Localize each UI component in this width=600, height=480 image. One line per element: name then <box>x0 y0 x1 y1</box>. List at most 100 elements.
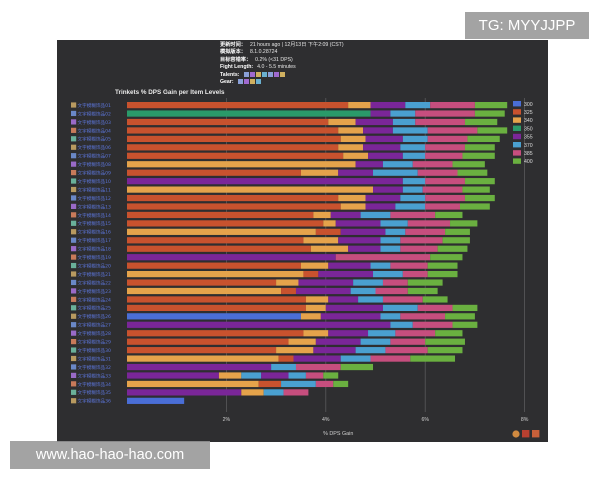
trinket-icon <box>71 305 77 311</box>
talent-icon <box>243 71 249 77</box>
sim-info-key: 更新时间： <box>220 42 246 48</box>
bar-segment <box>422 186 463 193</box>
trinket-label: 文字模糊饰品23 <box>78 288 111 295</box>
bar-segment <box>370 102 406 109</box>
trinket-icon <box>71 271 77 277</box>
bar-segment <box>333 380 349 388</box>
bar-segment <box>258 380 282 388</box>
bar-segment <box>427 135 468 142</box>
bar-segment <box>390 321 413 328</box>
bar-segment <box>405 228 446 235</box>
bar-segment <box>300 313 321 320</box>
bar-segment <box>288 372 306 379</box>
bar-segment <box>127 279 277 286</box>
trinket-label: 文字模糊饰品15 <box>78 220 111 227</box>
bar-segment <box>385 347 428 354</box>
bar-segment <box>402 271 428 278</box>
bar-segment <box>375 287 408 295</box>
legend-swatch <box>513 158 521 164</box>
talent-icon <box>249 71 255 77</box>
watermark-badge-tg: TG: MYYJJPP <box>465 12 589 39</box>
trinket-icon <box>71 229 77 235</box>
bar-segment <box>305 296 329 303</box>
bar-segment <box>127 397 185 404</box>
legend-label: 355 <box>524 135 533 141</box>
bar-segment <box>338 169 374 176</box>
sim-info-value: 0.2% (<31 DPS) <box>255 56 293 63</box>
bar-segment <box>323 220 336 227</box>
bar-segment <box>370 262 391 269</box>
bar-segment <box>355 118 393 126</box>
trinket-label: 文字模糊饰品30 <box>78 347 111 354</box>
trinket-label: 文字模糊饰品08 <box>78 161 111 168</box>
trinket-icon <box>71 186 77 193</box>
trinket-label: 文字模糊饰品33 <box>78 372 111 379</box>
legend-swatch <box>513 133 521 140</box>
bar-segment <box>395 330 436 337</box>
trinket-icon <box>71 246 77 252</box>
bar-segment <box>305 304 326 311</box>
legend-label: 350 <box>524 126 533 132</box>
bar-segment <box>127 355 279 362</box>
bar-segment <box>313 211 331 219</box>
bar-segment <box>373 271 403 278</box>
bar-segment <box>385 228 406 235</box>
trinket-label: 文字模糊饰品31 <box>78 355 111 362</box>
bar-segment <box>382 296 423 303</box>
bar-segment <box>127 194 339 202</box>
bar-segment <box>283 389 309 396</box>
legend-swatch <box>513 125 521 131</box>
trinket-icon <box>71 262 77 269</box>
bar-segment <box>435 211 463 219</box>
bar-segment <box>313 347 356 354</box>
legend-swatch <box>513 142 521 148</box>
bar-segment <box>462 152 495 159</box>
bar-segment <box>323 372 339 379</box>
sim-info-key: Fight Length: <box>220 64 254 71</box>
chart-panel: 更新时间： 21 hours ago | 12月13日 下午2:09 (CST) 模… <box>57 40 548 442</box>
trinket-label: 文字模糊饰品28 <box>78 330 111 337</box>
bar-segment <box>417 169 458 176</box>
bar-segment <box>422 296 448 303</box>
bar-segment <box>295 363 341 371</box>
bar-segment <box>457 169 488 176</box>
sim-info-key: Gear: <box>220 79 234 86</box>
trinket-icon <box>71 322 77 328</box>
bar-segment <box>343 152 369 159</box>
bar-segment <box>218 372 242 379</box>
trinket-icon <box>71 161 77 167</box>
trinket-icon <box>71 339 77 345</box>
bar-segment <box>303 237 339 244</box>
trinket-label: 文字模糊饰品11 <box>78 186 111 193</box>
trinket-icon <box>71 144 77 150</box>
bar-segment <box>474 110 505 117</box>
bar-segment <box>373 186 403 193</box>
trinket-label: 文字模糊饰品32 <box>78 364 111 371</box>
bar-segment <box>305 372 324 379</box>
bar-segment <box>390 211 436 219</box>
bar-segment <box>127 271 304 278</box>
bar-segment <box>127 245 311 252</box>
bar-segment <box>382 279 408 286</box>
bar-segment <box>390 338 426 345</box>
bar-segment <box>380 245 401 252</box>
bar-segment <box>450 220 478 227</box>
trinket-label: 文字模糊饰品16 <box>78 229 111 236</box>
bar-segment <box>407 220 451 227</box>
bar-segment <box>400 194 426 202</box>
bar-segment <box>365 203 396 210</box>
bar-segment <box>382 161 413 168</box>
bar-segment <box>315 380 334 388</box>
bar-segment <box>464 118 498 126</box>
bar-segment <box>400 237 443 244</box>
x-axis-label: % DPS Gain <box>323 431 353 437</box>
trinket-icon <box>71 288 77 294</box>
trinket-label: 文字模糊饰品20 <box>78 262 111 269</box>
bar-segment <box>127 254 336 261</box>
bar-segment <box>281 380 316 388</box>
bar-segment <box>288 338 316 345</box>
bar-segment <box>442 237 470 244</box>
bar-segment <box>340 203 366 210</box>
x-tick-label: 4% <box>322 417 330 423</box>
